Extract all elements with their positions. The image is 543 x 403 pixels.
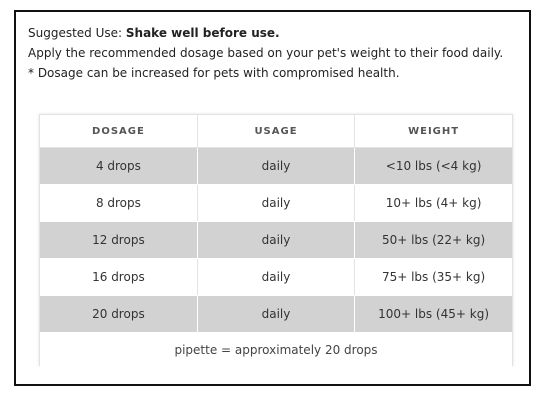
apply-dosage-text: Apply the recommended dosage based on yo… [28,46,504,60]
usage-instructions: Suggested Use: Shake well before use. Ap… [28,23,519,83]
weight-cell: <10 lbs (<4 kg) [354,147,512,185]
dosage-table-card: DOSAGE USAGE WEIGHT 4 drops daily <10 lb… [39,114,513,368]
header-dosage: DOSAGE [40,115,198,148]
weight-cell: 100+ lbs (45+ kg) [354,295,512,333]
header-usage: USAGE [197,115,356,148]
usage-cell: daily [197,295,356,333]
header-weight: WEIGHT [354,115,512,148]
dosage-panel: Suggested Use: Shake well before use. Ap… [14,10,531,386]
dosage-table: DOSAGE USAGE WEIGHT 4 drops daily <10 lb… [40,115,512,368]
dosage-cell: 4 drops [40,147,198,185]
table-row: 4 drops daily <10 lbs (<4 kg) [40,147,512,185]
usage-cell: daily [197,221,356,259]
weight-cell: 50+ lbs (22+ kg) [354,221,512,259]
suggested-use-label: Suggested Use: [28,26,126,40]
table-row: 16 drops daily 75+ lbs (35+ kg) [40,258,512,296]
dosage-note: * Dosage can be increased for pets with … [28,66,400,80]
shake-instruction: Shake well before use. [125,26,280,40]
weight-cell: 75+ lbs (35+ kg) [354,258,512,296]
table-row: 12 drops daily 50+ lbs (22+ kg) [40,221,512,259]
usage-cell: daily [197,258,356,296]
dosage-cell: 20 drops [40,295,198,333]
dosage-cell: 8 drops [40,184,198,222]
usage-cell: daily [197,184,356,222]
weight-cell: 10+ lbs (4+ kg) [354,184,512,222]
table-header-row: DOSAGE USAGE WEIGHT [40,115,512,148]
table-row: 8 drops daily 10+ lbs (4+ kg) [40,184,512,222]
dosage-cell: 12 drops [40,221,198,259]
dosage-cell: 16 drops [40,258,198,296]
pipette-footnote: pipette = approximately 20 drops [40,332,512,368]
usage-cell: daily [197,147,356,185]
table-row: 20 drops daily 100+ lbs (45+ kg) [40,295,512,333]
footnote-row: pipette = approximately 20 drops [40,332,512,368]
suggested-use-line: Suggested Use: Shake well before use. [28,23,519,43]
